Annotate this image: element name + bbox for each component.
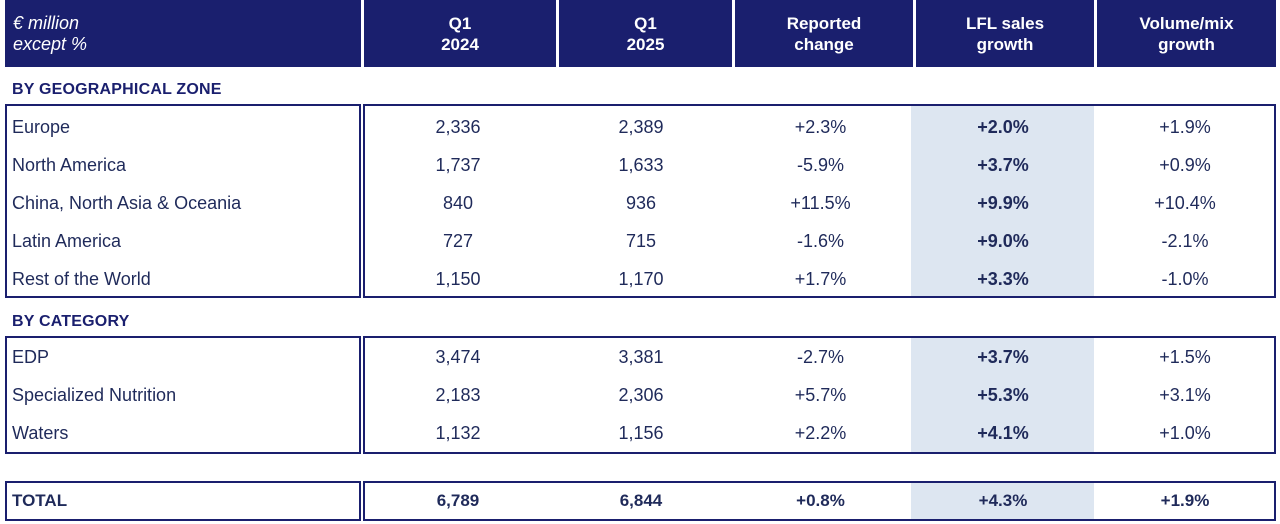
cell-q1-2024: 6,789 <box>436 491 480 510</box>
header-lfl-line1: LFL sales <box>965 13 1045 33</box>
header-units-line1: € million <box>13 12 80 33</box>
cell-lfl: +9.0% <box>977 230 1029 251</box>
row-label: Rest of the World <box>12 268 151 289</box>
header-units: € million except % <box>5 0 361 67</box>
row-label: China, North Asia & Oceania <box>12 192 242 213</box>
cell-volmix: +1.0% <box>1159 422 1211 443</box>
total-label: TOTAL <box>12 491 68 510</box>
header-q1-2024-line2: 2024 <box>441 34 479 54</box>
cell-lfl: +4.3% <box>978 491 1028 510</box>
header-q1-2024: Q1 2024 <box>361 0 556 67</box>
cell-lfl: +3.7% <box>977 154 1029 175</box>
total-label-frame <box>5 481 361 521</box>
header-volmix-growth: Volume/mix growth <box>1094 0 1276 67</box>
header-volmix-line2: growth <box>1158 34 1215 54</box>
cell-volmix: +1.5% <box>1159 346 1211 367</box>
cell-q1-2025: 3,381 <box>618 346 664 367</box>
cell-q1-2025: 1,633 <box>618 154 664 175</box>
lfl-highlight <box>911 338 1094 452</box>
table-row-rest-of-world: Rest of the World 1,150 1,170 +1.7% +3.3… <box>5 260 1276 298</box>
category-values-frame <box>363 336 1276 454</box>
cell-q1-2025: 2,389 <box>618 116 664 137</box>
cell-q1-2025: 1,170 <box>618 268 664 289</box>
lfl-highlight <box>911 483 1094 519</box>
cell-reported: -1.6% <box>796 230 845 251</box>
cell-q1-2025: 2,306 <box>618 384 664 405</box>
cell-reported: +0.8% <box>796 491 845 510</box>
header-units-line2: except % <box>13 33 88 54</box>
cell-reported: +2.3% <box>794 116 847 137</box>
cell-q1-2024: 3,474 <box>435 346 481 367</box>
cell-lfl: +9.9% <box>977 192 1029 213</box>
cell-q1-2024: 2,183 <box>435 384 481 405</box>
table-row-waters: Waters 1,132 1,156 +2.2% +4.1% +1.0% <box>5 414 1276 452</box>
cell-reported: -2.7% <box>796 346 845 367</box>
header-reported-change: Reported change <box>732 0 913 67</box>
table-header: € million except % Q1 2024 Q1 2025 Repor… <box>5 0 1276 67</box>
cell-volmix: -2.1% <box>1161 230 1209 251</box>
header-q1-2025-line2: 2025 <box>626 34 665 54</box>
row-label: Specialized Nutrition <box>12 384 177 405</box>
cell-reported: -5.9% <box>796 154 845 175</box>
header-reported-line2: change <box>794 34 854 54</box>
cell-volmix: -1.0% <box>1161 268 1209 289</box>
category-label-frame <box>5 336 361 454</box>
row-label: Waters <box>12 422 69 443</box>
row-label: North America <box>12 154 127 175</box>
cell-q1-2024: 1,737 <box>435 154 481 175</box>
cell-q1-2024: 2,336 <box>435 116 481 137</box>
cell-lfl: +4.1% <box>977 422 1029 443</box>
cell-q1-2024: 840 <box>442 192 474 213</box>
cell-reported: +2.2% <box>794 422 847 443</box>
section-title-geographical: BY GEOGRAPHICAL ZONE <box>12 81 222 98</box>
section-title-category: BY CATEGORY <box>12 313 130 330</box>
cell-reported: +11.5% <box>790 192 851 213</box>
total-values-frame <box>363 481 1276 521</box>
table-row-specialized-nutrition: Specialized Nutrition 2,183 2,306 +5.7% … <box>5 376 1276 414</box>
table-row-europe: Europe 2,336 2,389 +2.3% +2.0% +1.9% <box>5 108 1276 146</box>
row-label: Latin America <box>12 230 122 251</box>
table-row-total: TOTAL 6,789 6,844 +0.8% +4.3% +1.9% <box>5 482 1276 520</box>
cell-lfl: +2.0% <box>977 116 1029 137</box>
row-label: EDP <box>12 346 50 367</box>
cell-volmix: +1.9% <box>1159 116 1211 137</box>
cell-lfl: +3.3% <box>977 268 1029 289</box>
total-block: TOTAL 6,789 6,844 +0.8% +4.3% +1.9% <box>5 481 1276 521</box>
cell-lfl: +3.7% <box>977 346 1029 367</box>
cell-q1-2024: 1,132 <box>435 422 481 443</box>
cell-lfl: +5.3% <box>977 384 1029 405</box>
header-reported-line1: Reported <box>786 13 862 33</box>
cell-q1-2025: 6,844 <box>619 491 663 510</box>
header-lfl-growth: LFL sales growth <box>913 0 1094 67</box>
cell-q1-2024: 727 <box>442 230 474 251</box>
header-volmix-line1: Volume/mix <box>1139 13 1234 33</box>
cell-volmix: +10.4% <box>1154 192 1216 213</box>
cell-q1-2025: 1,156 <box>618 422 664 443</box>
header-q1-2024-line1: Q1 <box>448 13 472 33</box>
table-row-latin-america: Latin America 727 715 -1.6% +9.0% -2.1% <box>5 222 1276 260</box>
header-lfl-line2: growth <box>976 34 1034 54</box>
cell-volmix: +3.1% <box>1159 384 1211 405</box>
header-q1-2025-line1: Q1 <box>634 13 657 33</box>
table-row-north-america: North America 1,737 1,633 -5.9% +3.7% +0… <box>5 146 1276 184</box>
category-block: EDP 3,474 3,381 -2.7% +3.7% +1.5% Specia… <box>5 336 1276 454</box>
cell-volmix: +0.9% <box>1159 154 1211 175</box>
geo-label-frame <box>5 104 361 298</box>
table-row-edp: EDP 3,474 3,381 -2.7% +3.7% +1.5% <box>5 338 1276 376</box>
row-label: Europe <box>12 116 71 137</box>
cell-reported: +1.7% <box>794 268 847 289</box>
geo-block: Europe 2,336 2,389 +2.3% +2.0% +1.9% Nor… <box>5 104 1276 298</box>
cell-reported: +5.7% <box>794 384 847 405</box>
cell-q1-2024: 1,150 <box>435 268 481 289</box>
cell-q1-2025: 936 <box>625 192 657 213</box>
table-row-china-north-asia-oceania: China, North Asia & Oceania 840 936 +11.… <box>5 184 1276 222</box>
geo-values-frame <box>363 104 1276 298</box>
header-q1-2025: Q1 2025 <box>556 0 732 67</box>
cell-volmix: +1.9% <box>1160 491 1210 510</box>
lfl-highlight <box>911 106 1094 296</box>
cell-q1-2025: 715 <box>625 230 657 251</box>
